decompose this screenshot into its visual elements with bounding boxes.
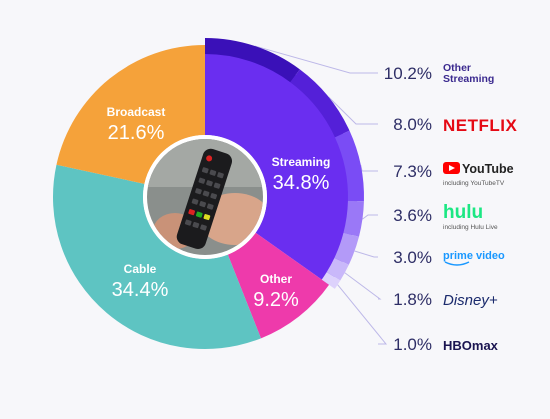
legend-value-hulu: 3.6% — [393, 206, 432, 225]
legend-value-hbomax: 1.0% — [393, 335, 432, 354]
slice-cable — [52, 164, 261, 349]
legend-sub-youtube: including YouTubeTV — [443, 180, 505, 187]
slice-other — [227, 232, 330, 339]
arc-segment-youtube — [334, 130, 365, 202]
slice-label-streaming: Streaming — [272, 155, 331, 169]
legend-value-youtube: 7.3% — [393, 162, 432, 181]
center-photo — [143, 135, 267, 259]
slice-value-broadcast: 21.6% — [108, 122, 165, 144]
svg-text:YouTube: YouTube — [462, 162, 514, 176]
disney-plus-logo: Disney+ — [443, 292, 498, 309]
svg-text:NETFLIX: NETFLIX — [443, 116, 517, 135]
remote-photo — [147, 139, 263, 255]
prime-video-logo: prime video — [443, 250, 505, 266]
leader-line-netflix — [328, 96, 378, 125]
svg-text:Other: Other — [443, 62, 471, 74]
arc-segment-other-streaming — [205, 38, 300, 83]
hulu-logo: hulu — [443, 202, 483, 223]
arc-segment-hulu — [343, 200, 364, 237]
slice-value-cable: 34.4% — [112, 279, 169, 301]
slice-broadcast — [56, 45, 205, 184]
legend-value-disney: 1.8% — [393, 290, 432, 309]
leader-line-youtube — [360, 165, 378, 172]
svg-text:hulu: hulu — [443, 202, 483, 223]
hbo-max-logo: HBOmax — [443, 338, 499, 353]
arc-segment-netflix — [290, 69, 350, 138]
leader-line-disney — [344, 272, 382, 300]
leader-line-other-streaming — [254, 45, 378, 74]
slice-label-broadcast: Broadcast — [107, 105, 166, 119]
svg-text:prime video: prime video — [443, 250, 505, 262]
svg-text:Disney+: Disney+ — [443, 292, 498, 309]
svg-text:HBOmax: HBOmax — [443, 338, 499, 353]
netflix-logo: NETFLIX — [443, 116, 517, 135]
legend-value-other-streaming: 10.2% — [384, 64, 432, 83]
leader-line-prime-video — [354, 250, 378, 258]
arc-segment-hbomax — [321, 272, 341, 289]
slice-value-other: 9.2% — [253, 289, 299, 311]
slice-label-cable: Cable — [124, 262, 157, 276]
leader-line-hbomax — [337, 284, 388, 345]
svg-text:Streaming: Streaming — [443, 73, 494, 85]
arc-segment-prime-video — [334, 232, 359, 265]
slice-value-streaming: 34.8% — [273, 172, 330, 194]
leader-lines — [254, 45, 388, 345]
legend-value-netflix: 8.0% — [393, 115, 432, 134]
leader-line-hulu — [362, 214, 378, 220]
legend-sub-hulu: including Hulu Live — [443, 224, 498, 231]
slice-labels: Streaming 34.8% Other 9.2% Cable 34.4% Broadca… — [107, 105, 331, 311]
youtube-logo: YouTube — [443, 162, 514, 176]
streaming-breakdown-arc — [205, 38, 365, 289]
arc-segment-disney — [326, 257, 349, 281]
legend-value-prime-video: 3.0% — [393, 248, 432, 267]
slice-label-other: Other — [260, 272, 292, 286]
